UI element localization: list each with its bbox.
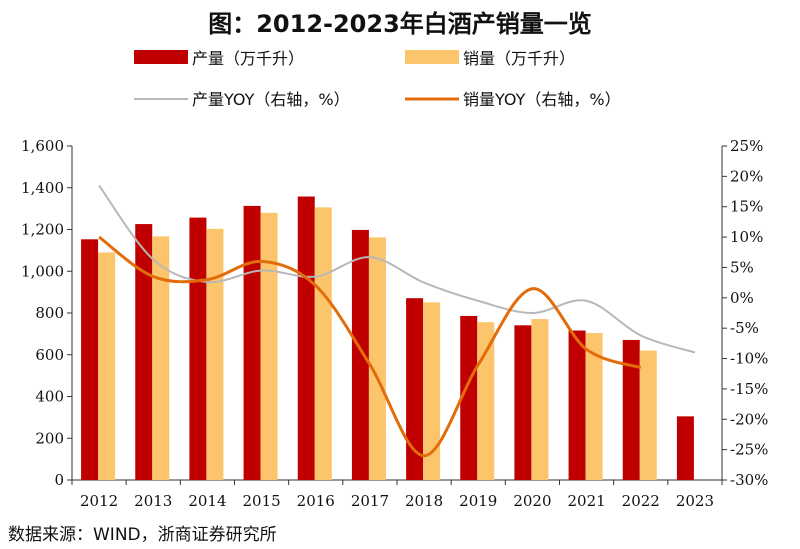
production-yoy-line bbox=[98, 184, 696, 354]
legend: 产量（万千升） 销量（万千升） 产量YOY（右轴，%） 销量YOY（右轴，%） bbox=[134, 49, 621, 109]
production-bar bbox=[189, 217, 207, 480]
chart-title: 图：2012-2023年白酒产销量一览 bbox=[208, 10, 592, 38]
production-bar bbox=[622, 339, 640, 480]
sales-bar bbox=[260, 212, 278, 481]
legend-production-label: 产量（万千升） bbox=[192, 49, 304, 68]
right-tick-label: 5% bbox=[730, 258, 754, 276]
lines bbox=[98, 184, 696, 458]
right-tick-label: -20% bbox=[730, 410, 768, 428]
x-tick-label: 2016 bbox=[297, 492, 335, 510]
sales-bar bbox=[314, 207, 332, 480]
x-tick-label: 2023 bbox=[676, 492, 714, 510]
x-tick-label: 2022 bbox=[622, 492, 660, 510]
production-bar bbox=[297, 196, 315, 480]
production-bar bbox=[351, 229, 369, 480]
production-bar bbox=[460, 315, 478, 480]
right-tick-label: -5% bbox=[730, 319, 759, 337]
right-tick-label: -25% bbox=[730, 441, 768, 459]
x-tick-label: 2018 bbox=[405, 492, 443, 510]
legend-sales-yoy-label: 销量YOY（右轴，%） bbox=[463, 90, 621, 109]
production-bar bbox=[676, 416, 694, 480]
left-tick-label: 1,200 bbox=[21, 221, 64, 239]
x-tick-label: 2019 bbox=[459, 492, 497, 510]
legend-sales-label: 销量（万千升） bbox=[463, 49, 575, 68]
sales-bar bbox=[477, 322, 495, 480]
right-tick-label: 15% bbox=[730, 198, 763, 216]
x-tick-label: 2017 bbox=[351, 492, 389, 510]
right-tick-label: 20% bbox=[730, 167, 763, 185]
bars bbox=[81, 196, 694, 481]
production-bar bbox=[135, 224, 153, 480]
left-tick-label: 200 bbox=[35, 429, 64, 447]
right-tick-label: 25% bbox=[730, 137, 763, 155]
sales-bar bbox=[531, 319, 549, 480]
left-tick-label: 0 bbox=[54, 471, 64, 489]
production-bar bbox=[568, 330, 586, 480]
legend-production-yoy-label: 产量YOY（右轴，%） bbox=[192, 90, 350, 109]
left-tick-label: 1,400 bbox=[21, 179, 64, 197]
right-tick-label: 10% bbox=[730, 228, 763, 246]
right-tick-label: 0% bbox=[730, 289, 754, 307]
x-tick-label: 2014 bbox=[188, 492, 226, 510]
production-bar bbox=[514, 325, 532, 480]
left-tick-label: 1,600 bbox=[21, 137, 64, 155]
x-tick-label: 2020 bbox=[513, 492, 551, 510]
production-bar bbox=[406, 298, 424, 480]
left-tick-label: 600 bbox=[35, 346, 64, 364]
x-tick-label: 2015 bbox=[242, 492, 280, 510]
x-tick-label: 2021 bbox=[567, 492, 605, 510]
left-tick-label: 1,000 bbox=[21, 262, 64, 280]
sales-bar bbox=[585, 333, 603, 480]
right-tick-label: -10% bbox=[730, 350, 768, 368]
sales-yoy-line bbox=[98, 235, 642, 458]
source-note: 数据来源：WIND，浙商证券研究所 bbox=[8, 525, 277, 545]
sales-bar bbox=[206, 228, 224, 480]
sales-bar bbox=[368, 237, 386, 480]
sales-bar bbox=[152, 236, 170, 480]
right-tick-label: -15% bbox=[730, 380, 768, 398]
legend-sales-swatch bbox=[405, 50, 459, 64]
sales-bar bbox=[639, 350, 657, 480]
axes: 0 200 400 600 800 1,000 1,200 1,400 1,600 -30% -25… bbox=[21, 137, 768, 510]
right-tick-label: -30% bbox=[730, 471, 768, 489]
sales-bar bbox=[98, 252, 116, 480]
left-tick-label: 800 bbox=[35, 304, 64, 322]
legend-production-swatch bbox=[134, 50, 188, 64]
x-tick-label: 2013 bbox=[134, 492, 172, 510]
x-tick-label: 2012 bbox=[80, 492, 118, 510]
sales-bar bbox=[423, 302, 441, 480]
production-bar bbox=[243, 205, 261, 480]
production-bar bbox=[81, 239, 99, 480]
left-tick-label: 400 bbox=[35, 388, 64, 406]
